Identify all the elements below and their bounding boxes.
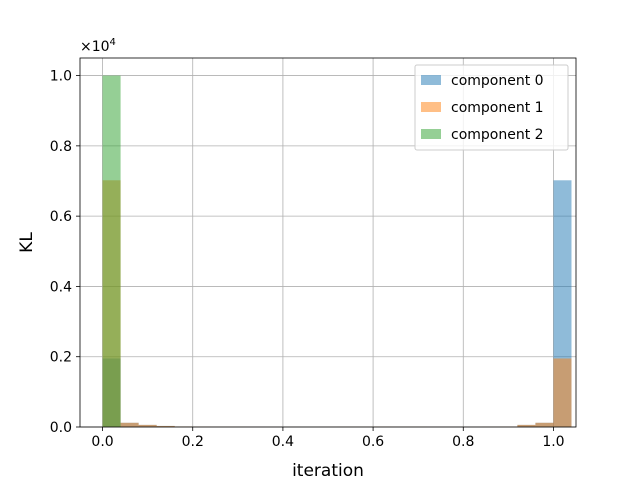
y-axis-ticks: 0.0 0.2 0.4 0.6 0.8 1.0 bbox=[50, 69, 80, 436]
y-tick-label-3: 0.6 bbox=[50, 209, 72, 225]
y-axis-offset-label: ×104 bbox=[80, 37, 116, 55]
y-offset-exponent: 4 bbox=[110, 37, 116, 48]
x-tick-label-2: 0.4 bbox=[272, 434, 294, 450]
y-tick-label-0: 0.0 bbox=[50, 420, 72, 436]
y-tick-label-4: 0.8 bbox=[50, 139, 72, 155]
bar-series-1-bin-3 bbox=[156, 425, 175, 427]
bar-series-1-bin-23 bbox=[517, 424, 536, 427]
x-tick-label-1: 0.2 bbox=[182, 434, 204, 450]
y-offset-base: ×10 bbox=[80, 39, 110, 55]
bar-series-1-bin-24 bbox=[535, 422, 554, 427]
plot-frame bbox=[79, 57, 577, 428]
y-axis-label: KL bbox=[17, 232, 37, 253]
legend-label-0: component 0 bbox=[451, 73, 544, 89]
legend-label-2: component 2 bbox=[451, 127, 544, 143]
bar-series-2-bin-0 bbox=[102, 75, 121, 428]
legend-swatch-1 bbox=[421, 102, 441, 112]
legend-box bbox=[414, 64, 569, 151]
y-tick-label-5: 1.0 bbox=[50, 69, 72, 85]
y-tick-label-1: 0.2 bbox=[50, 350, 72, 366]
x-axis-label: iteration bbox=[292, 461, 364, 480]
legend: component 0 component 1 component 2 bbox=[414, 64, 569, 151]
x-tick-label-0: 0.0 bbox=[91, 434, 113, 450]
bar-series-1-bin-1 bbox=[120, 422, 139, 427]
x-tick-label-3: 0.6 bbox=[362, 434, 384, 450]
histogram-bars bbox=[102, 75, 572, 428]
y-tick-label-2: 0.4 bbox=[50, 279, 72, 295]
x-tick-label-5: 1.0 bbox=[542, 434, 564, 450]
bar-series-1-bin-25 bbox=[553, 358, 572, 427]
legend-swatch-0 bbox=[421, 75, 441, 85]
x-tick-label-4: 0.8 bbox=[452, 434, 474, 450]
x-axis-ticks: 0.0 0.2 0.4 0.6 0.8 1.0 bbox=[91, 427, 565, 450]
legend-label-1: component 1 bbox=[451, 100, 544, 116]
bar-series-1-bin-2 bbox=[138, 424, 157, 427]
legend-swatch-2 bbox=[421, 129, 441, 139]
